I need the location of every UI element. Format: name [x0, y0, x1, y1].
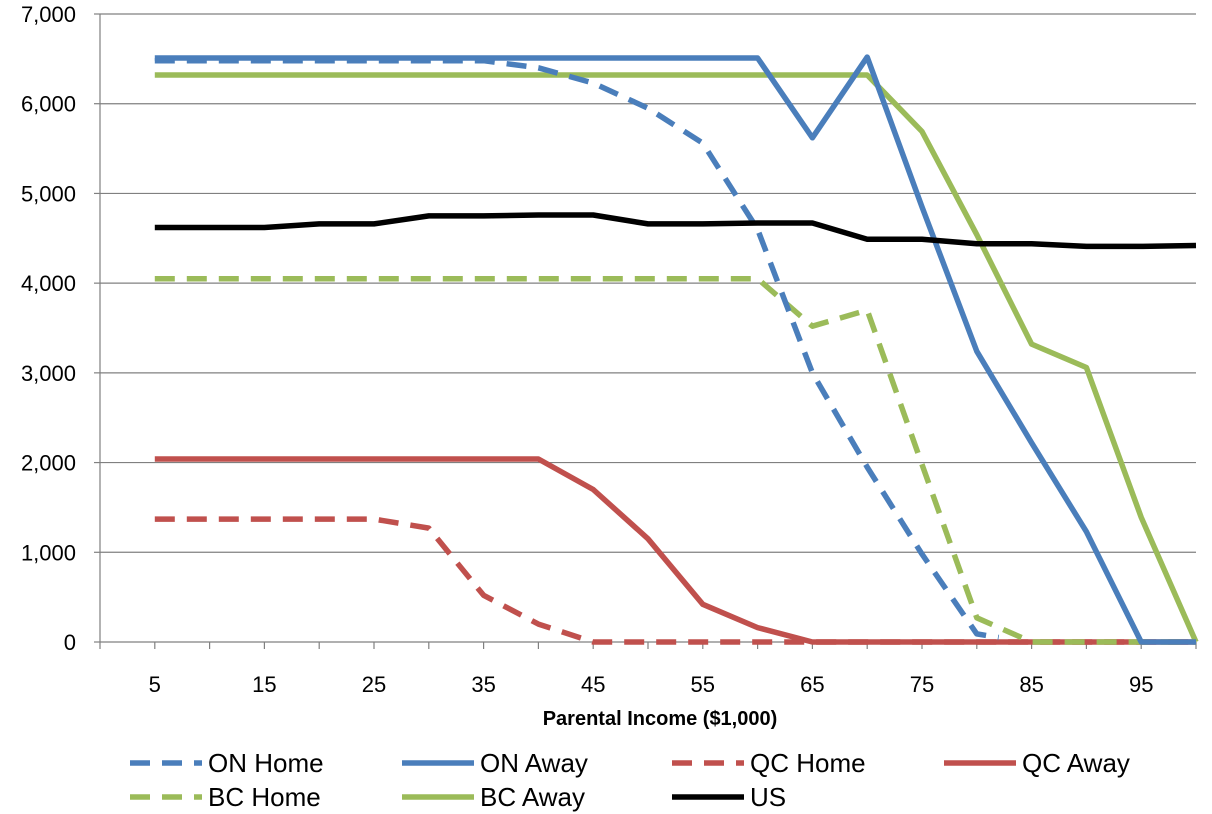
legend-item: US [672, 782, 786, 812]
gridlines [100, 13, 1196, 553]
y-tick-label: 0 [64, 630, 76, 655]
legend: ON Home ON Away QC Home QC Away BC Home BC Aw… [130, 748, 1130, 812]
y-tick-label: 5,000 [21, 181, 76, 206]
legend-item: QC Home [672, 748, 866, 778]
y-tick-label: 4,000 [21, 271, 76, 296]
y-tick-label: 1,000 [21, 540, 76, 565]
x-tick-label: 95 [1129, 672, 1153, 697]
x-tick-label: 35 [471, 672, 495, 697]
x-tick-label: 55 [691, 672, 715, 697]
series-line-on-away [154, 54, 1196, 645]
x-tick-label: 65 [800, 672, 824, 697]
x-tick-label: 15 [252, 672, 276, 697]
x-tick-labels: 5 15 25 35 45 55 65 75 85 95 [149, 672, 1154, 697]
y-tick-label: 2,000 [21, 451, 76, 476]
x-tick-label: 75 [910, 672, 934, 697]
legend-item: QC Away [944, 748, 1130, 778]
legend-label: QC Away [1022, 748, 1130, 778]
legend-label: ON Away [480, 748, 588, 778]
legend-item: BC Home [130, 782, 321, 812]
legend-label: BC Home [208, 782, 321, 812]
legend-label: QC Home [750, 748, 866, 778]
legend-label: BC Away [480, 782, 585, 812]
x-tick-label: 5 [149, 672, 161, 697]
y-tick-labels: 0 1,000 2,000 3,000 4,000 5,000 6,000 7,000 [21, 2, 76, 655]
legend-item: ON Home [130, 748, 324, 778]
series-line-on-home [154, 57, 1000, 641]
legend-label: US [750, 782, 786, 812]
series-line-us [154, 212, 1197, 250]
y-tick-label: 3,000 [21, 361, 76, 386]
y-tick-label: 6,000 [21, 92, 76, 117]
x-tick-label: 85 [1019, 672, 1043, 697]
series-line-qc-home [154, 516, 1196, 645]
series-lines [154, 54, 1199, 645]
legend-label: ON Home [208, 748, 324, 778]
series-line-qc-away [154, 456, 1196, 645]
x-axis-title: Parental Income ($1,000) [543, 708, 778, 730]
legend-item: ON Away [402, 748, 588, 778]
x-tick-label: 25 [362, 672, 386, 697]
x-tick-label: 45 [581, 672, 605, 697]
series-line-bc-away [154, 72, 1199, 644]
y-tick-label: 7,000 [21, 2, 76, 27]
series-line-bc-home [154, 275, 1196, 645]
legend-item: BC Away [402, 782, 585, 812]
